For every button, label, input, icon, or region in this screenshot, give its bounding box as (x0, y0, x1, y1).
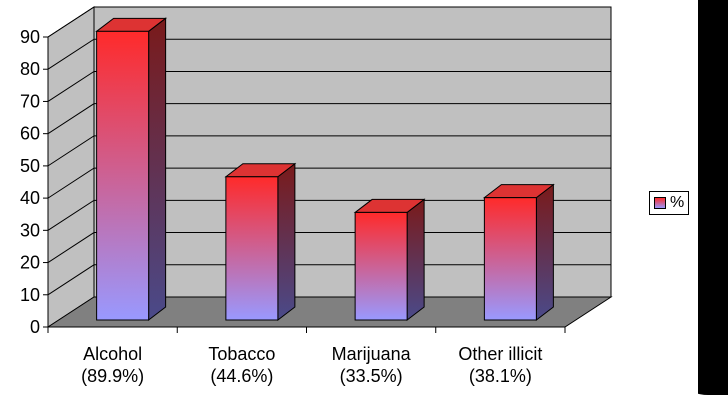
y-tick-label: 90 (20, 27, 40, 47)
gridline (47, 232, 611, 263)
bar-front (354, 211, 408, 321)
bar-front (96, 30, 150, 321)
category-percent: (33.5%) (339, 366, 403, 386)
category-name: Tobacco (208, 344, 276, 364)
side-wall (47, 6, 95, 328)
category-percent: (89.9%) (81, 366, 145, 386)
gridline (47, 135, 611, 167)
y-tick-label: 40 (20, 188, 40, 208)
y-tick-label: 50 (20, 156, 40, 176)
gridlines (47, 6, 611, 296)
bar-other-illicit (482, 183, 555, 322)
y-axis: 0 10 20 30 40 50 60 70 80 90 (20, 27, 566, 337)
bar-front (483, 197, 537, 321)
bar-front (225, 176, 279, 321)
gridline (47, 264, 611, 296)
category-name: Alcohol (83, 344, 143, 364)
y-tick-label: 70 (20, 91, 40, 111)
y-tick-label: 0 (30, 317, 40, 337)
y-tick-label: 20 (20, 253, 40, 273)
gridline (47, 167, 611, 199)
x-category-label: Marijuana (33.5%) (301, 343, 441, 387)
x-category-label: Tobacco (44.6%) (172, 343, 312, 387)
bar-side (148, 17, 167, 322)
bar-tobacco (224, 162, 297, 322)
bar-marijuana (353, 198, 426, 322)
bars (95, 17, 555, 322)
gridline (47, 103, 611, 135)
y-tick-label: 60 (20, 124, 40, 144)
bar-side (535, 183, 554, 322)
y-tick-label: 10 (20, 285, 40, 305)
category-name: Marijuana (331, 344, 411, 364)
plot-walls (46, 6, 613, 328)
legend-swatch (654, 197, 666, 209)
legend: % (649, 191, 690, 215)
gridline (47, 70, 611, 102)
bar-side (406, 198, 425, 322)
bar-side (277, 162, 296, 322)
x-category-label: Other illicit (38.1%) (430, 343, 570, 387)
legend-label: % (670, 194, 685, 211)
bar-alcohol (95, 17, 168, 322)
category-name: Other illicit (458, 344, 543, 364)
y-tick-label: 30 (20, 220, 40, 240)
category-percent: (44.6%) (210, 366, 274, 386)
category-percent: (38.1%) (468, 366, 532, 386)
y-tick-label: 80 (20, 59, 40, 79)
window-corner-frame (698, 0, 728, 395)
gridline (47, 6, 611, 38)
gridline (47, 199, 611, 231)
x-category-label: Alcohol (89.9%) (43, 343, 183, 387)
gridline (47, 38, 611, 70)
